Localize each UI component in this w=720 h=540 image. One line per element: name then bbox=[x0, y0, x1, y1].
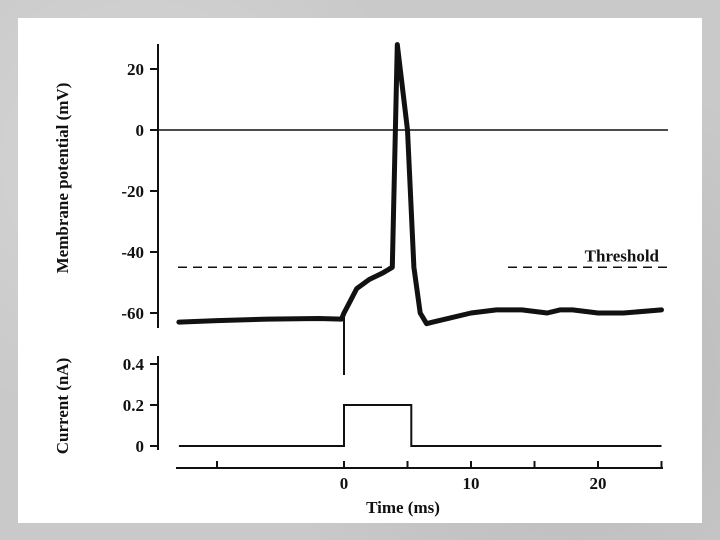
membrane-potential-tick-label: 0 bbox=[136, 121, 145, 140]
current-tick-label: 0 bbox=[136, 437, 145, 456]
current-plot: 0.4 0.2 0 0 10 20 Current (nA) Time (ms) bbox=[53, 355, 663, 517]
current-trace bbox=[178, 404, 662, 447]
membrane-potential-trace bbox=[176, 42, 664, 327]
figure-panel: 20 0 -20 -40 -60 Threshold Membrane potentia… bbox=[18, 18, 702, 523]
current-tick-label: 0.2 bbox=[123, 396, 144, 415]
time-axis-title: Time (ms) bbox=[366, 498, 440, 517]
current-axis-title: Current (nA) bbox=[53, 358, 72, 454]
time-tick-label: 0 bbox=[340, 474, 349, 493]
membrane-potential-tick-label: -60 bbox=[121, 304, 144, 323]
action-potential-figure: 20 0 -20 -40 -60 Threshold Membrane potentia… bbox=[53, 42, 668, 517]
membrane-potential-tick-label: -40 bbox=[121, 243, 144, 262]
membrane-potential-plot: 20 0 -20 -40 -60 Threshold Membrane potentia… bbox=[53, 42, 668, 375]
current-tick-label: 0.4 bbox=[123, 355, 145, 374]
membrane-potential-tick-label: 20 bbox=[127, 60, 144, 79]
time-tick-label: 10 bbox=[463, 474, 480, 493]
time-tick-label: 20 bbox=[590, 474, 607, 493]
membrane-potential-axis-title: Membrane potential (mV) bbox=[53, 83, 72, 274]
membrane-potential-tick-label: -20 bbox=[121, 182, 144, 201]
threshold-label: Threshold bbox=[585, 246, 660, 265]
